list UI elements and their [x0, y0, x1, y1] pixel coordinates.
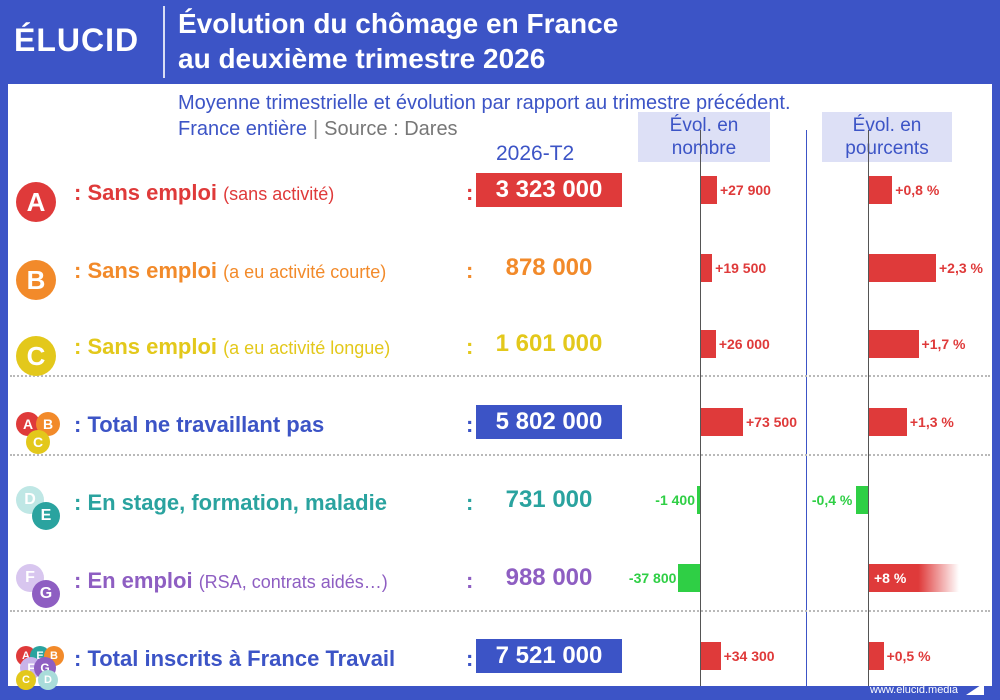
row-label-main: : Sans emploi: [74, 334, 218, 359]
bar-number: [701, 642, 721, 670]
logo-divider: [163, 6, 165, 78]
axis-percent: [868, 130, 869, 686]
row-label-main: : En stage, formation, maladie: [74, 490, 387, 515]
axis-number: [700, 130, 701, 686]
category-circle-icon: C: [16, 336, 56, 376]
bar-number: [701, 330, 716, 358]
row-separator: [10, 375, 990, 377]
row-label: : En stage, formation, maladie: [74, 490, 387, 516]
row-label-main: : Sans emploi: [74, 258, 218, 283]
bar-percent-label: +8 %: [874, 570, 907, 586]
col-header-percent: Évol. en pourcents: [822, 112, 952, 162]
bar-percent-label: -0,4 %: [811, 492, 853, 508]
row-label: : En emploi (RSA, contrats aidés…): [74, 568, 388, 594]
row-colon: :: [466, 180, 474, 205]
col-header-percent-line-2: pourcents: [845, 138, 929, 159]
bar-percent: [869, 408, 907, 436]
bar-number-label: +73 500: [746, 414, 797, 430]
chart-panel: Moyenne trimestrielle et évolution par r…: [8, 84, 992, 690]
row-label-detail: (a eu activité longue): [223, 338, 391, 358]
bar-percent: [869, 642, 884, 670]
category-circle-icon: D: [38, 670, 58, 690]
row-colon: :: [466, 568, 474, 593]
header: ÉLUCID Évolution du chômage en France au…: [0, 0, 1000, 84]
row-colon: :: [466, 412, 474, 437]
bar-percent: [869, 330, 919, 358]
title-line-1: Évolution du chômage en France: [178, 8, 619, 39]
bar-number: [701, 254, 713, 282]
bar-number-label: +19 500: [715, 260, 767, 276]
col-header-number-line-2: nombre: [671, 138, 737, 159]
source-text: Source : Dares: [324, 118, 458, 140]
row-colon: :: [466, 646, 474, 671]
row-label-detail: (sans activité): [223, 184, 335, 204]
bar-number: [701, 408, 743, 436]
elucid-mark-icon: [966, 683, 984, 695]
row-label-main: : Total ne travaillant pas: [74, 412, 325, 437]
row-value: 878 000: [505, 254, 593, 281]
row-label-main: : En emploi: [74, 568, 193, 593]
row-label-main: : Total inscrits à France Travail: [74, 646, 396, 671]
category-circle-icon: C: [26, 430, 50, 454]
subtitle: Moyenne trimestrielle et évolution par r…: [178, 92, 791, 114]
col-header-number-line-1: Évol. en: [669, 115, 739, 136]
row-value: 5 802 000: [476, 405, 622, 439]
title-line-2: au deuxième trimestre 2026: [178, 43, 546, 74]
row-label-detail: (RSA, contrats aidés…): [198, 572, 388, 592]
row-value: 3 323 000: [476, 173, 622, 207]
bar-percent: [856, 486, 868, 514]
bar-percent-label: +0,8 %: [895, 182, 940, 198]
bar-number-label: +34 300: [723, 648, 775, 664]
bar-percent-label: +0,5 %: [886, 648, 931, 664]
bar-number: [697, 486, 700, 514]
row-colon: :: [466, 258, 474, 283]
meta-line: France entière | Source : Dares: [178, 118, 458, 141]
row-value: 1 601 000: [495, 330, 603, 357]
category-circle-icon: E: [32, 502, 60, 530]
row-label: : Total inscrits à France Travail: [74, 646, 395, 672]
scope-text: France entière: [178, 118, 307, 140]
bar-percent-label: +2,3 %: [939, 260, 983, 276]
category-circle-icon: B: [16, 260, 56, 300]
column-divider: [806, 130, 807, 686]
category-circle-icon: A: [16, 182, 56, 222]
bar-percent: [869, 564, 959, 592]
period-header: 2026-T2: [496, 142, 575, 165]
bar-number: [701, 176, 717, 204]
col-header-number: Évol. en nombre: [638, 112, 770, 162]
row-separator: [10, 454, 990, 456]
bar-number-label: +26 000: [718, 336, 770, 352]
bar-number-label: -1 400: [655, 492, 695, 508]
bar-number-label: -37 800: [628, 570, 677, 586]
row-value: 988 000: [505, 564, 593, 591]
col-header-percent-line-1: Évol. en: [852, 115, 922, 136]
row-label: : Sans emploi (a eu activité longue): [74, 334, 390, 360]
row-value: 731 000: [505, 486, 593, 513]
bar-percent-label: +1,7 %: [921, 336, 966, 352]
row-colon: :: [466, 334, 474, 359]
logo: ÉLUCID: [14, 22, 140, 58]
bar-percent: [869, 254, 936, 282]
category-circle-icon: C: [16, 670, 36, 690]
page-title: Évolution du chômage en France au deuxiè…: [178, 6, 618, 76]
row-label: : Sans emploi (a eu activité courte): [74, 258, 386, 284]
row-colon: :: [466, 490, 474, 515]
bar-percent: [869, 176, 893, 204]
bar-percent-label: +1,3 %: [909, 414, 954, 430]
row-label-detail: (a eu activité courte): [223, 262, 387, 282]
row-label-main: : Sans emploi: [74, 180, 218, 205]
row-label: : Total ne travaillant pas: [74, 412, 324, 438]
category-circle-icon: G: [32, 580, 60, 608]
row-separator: [10, 610, 990, 612]
footer-url: www.elucid.media: [869, 684, 958, 696]
row-value: 7 521 000: [476, 639, 622, 673]
meta-separator: |: [312, 118, 319, 140]
bar-number-label: +27 900: [719, 182, 771, 198]
bar-number: [678, 564, 700, 592]
row-label: : Sans emploi (sans activité): [74, 180, 334, 206]
